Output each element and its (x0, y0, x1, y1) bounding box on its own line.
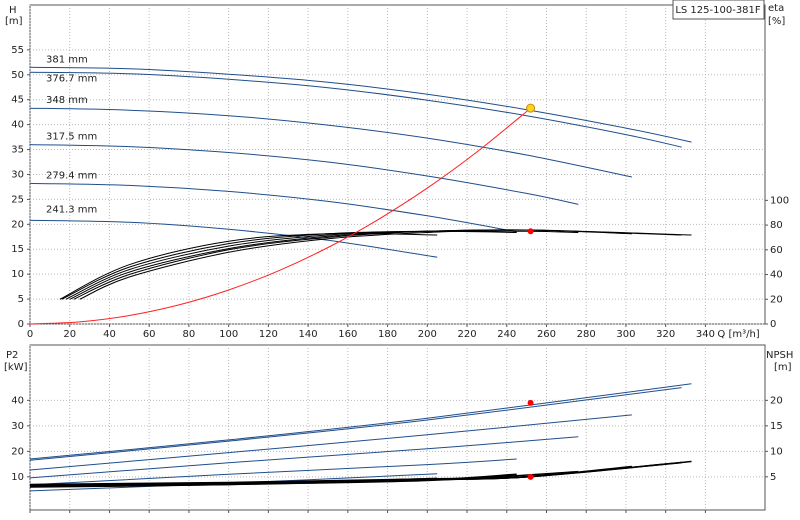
x-tick-label: 40 (103, 329, 116, 340)
curve-label: 376.7 mm (46, 73, 97, 84)
x-tick-label: 120 (259, 329, 278, 340)
x-axis-label: Q [m³/h] (717, 329, 759, 340)
curve-label: 348 mm (46, 95, 88, 106)
y2-axis-unit: [%] (768, 16, 785, 27)
y-tick-label: 20 (11, 446, 24, 457)
y2-tick-label: 40 (770, 270, 783, 281)
x-tick-label: 200 (418, 329, 437, 340)
operating-point (526, 103, 536, 113)
series-line (29, 66, 692, 143)
operating-point (527, 473, 534, 480)
x-tick-label: 140 (299, 329, 318, 340)
x-tick-label: 240 (497, 329, 516, 340)
y-tick-label: 30 (11, 421, 24, 432)
series-line (29, 107, 531, 325)
y2-tick-label: 100 (770, 195, 789, 206)
operating-point (527, 399, 534, 406)
y-axis-label: H (9, 5, 17, 16)
x-tick-label: 320 (656, 329, 675, 340)
x-tick-label: 220 (457, 329, 476, 340)
y-tick-label: 30 (11, 169, 24, 180)
y-tick-label: 5 (18, 294, 24, 305)
y-axis-label: P2 (6, 350, 18, 361)
series-line (29, 182, 517, 233)
x-tick-label: 180 (378, 329, 397, 340)
y2-tick-label: 20 (770, 395, 783, 406)
y-tick-label: 10 (11, 472, 24, 483)
x-tick-label: 280 (577, 329, 596, 340)
x-tick-label: 300 (616, 329, 635, 340)
y-axis-unit: [m] (5, 16, 23, 27)
x-tick-label: 0 (27, 329, 33, 340)
x-tick-label: 260 (537, 329, 556, 340)
series-line (29, 107, 633, 178)
series-line (29, 458, 517, 486)
series-line (59, 232, 438, 300)
y-tick-label: 15 (11, 244, 24, 255)
x-tick-label: 160 (338, 329, 357, 340)
curve-label: 381 mm (46, 54, 88, 65)
y-tick-label: 50 (11, 70, 24, 81)
series-line (29, 387, 682, 461)
y2-axis-unit: [m] (774, 362, 792, 373)
y2-tick-label: 20 (770, 294, 783, 305)
y-tick-label: 25 (11, 194, 24, 205)
y2-tick-label: 10 (770, 446, 783, 457)
curve-label: 279.4 mm (46, 170, 97, 181)
y2-axis-label: NPSH (766, 350, 793, 361)
y-axis-unit: [kW] (4, 362, 28, 373)
y-tick-label: 35 (11, 145, 24, 156)
chart-title: LS 125-100-381F (675, 5, 761, 16)
y2-tick-label: 0 (770, 319, 776, 330)
series-line (65, 230, 579, 300)
x-tick-label: 80 (183, 329, 196, 340)
y2-tick-label: 80 (770, 220, 783, 231)
series-line (61, 230, 517, 300)
curve-label: 241.3 mm (46, 204, 97, 215)
series-line (29, 144, 579, 205)
title-box (672, 0, 765, 20)
series-line (29, 414, 632, 471)
series-line (29, 383, 692, 460)
y-tick-label: 40 (11, 120, 24, 131)
curve-label: 317.5 mm (46, 132, 97, 143)
y-tick-label: 45 (11, 95, 24, 106)
series-line (29, 219, 438, 258)
operating-point (527, 228, 534, 235)
y2-tick-label: 15 (770, 421, 783, 432)
y2-tick-label: 60 (770, 245, 783, 256)
y-tick-label: 40 (11, 395, 24, 406)
series-line (79, 229, 692, 300)
y-tick-label: 10 (11, 269, 24, 280)
y-tick-label: 20 (11, 219, 24, 230)
series-line (29, 71, 682, 148)
plot-frame (29, 344, 766, 511)
x-tick-label: 60 (143, 329, 156, 340)
plot-frame (29, 4, 766, 325)
series-line (73, 229, 682, 300)
y2-axis-label: eta (768, 3, 784, 14)
y2-tick-label: 5 (770, 472, 776, 483)
x-tick-label: 340 (696, 329, 715, 340)
x-tick-label: 20 (63, 329, 76, 340)
y-tick-label: 0 (18, 319, 24, 330)
series-line (29, 477, 438, 488)
y-tick-label: 55 (11, 45, 24, 56)
series-line (69, 229, 632, 300)
x-tick-label: 100 (219, 329, 238, 340)
series-line (29, 436, 579, 479)
